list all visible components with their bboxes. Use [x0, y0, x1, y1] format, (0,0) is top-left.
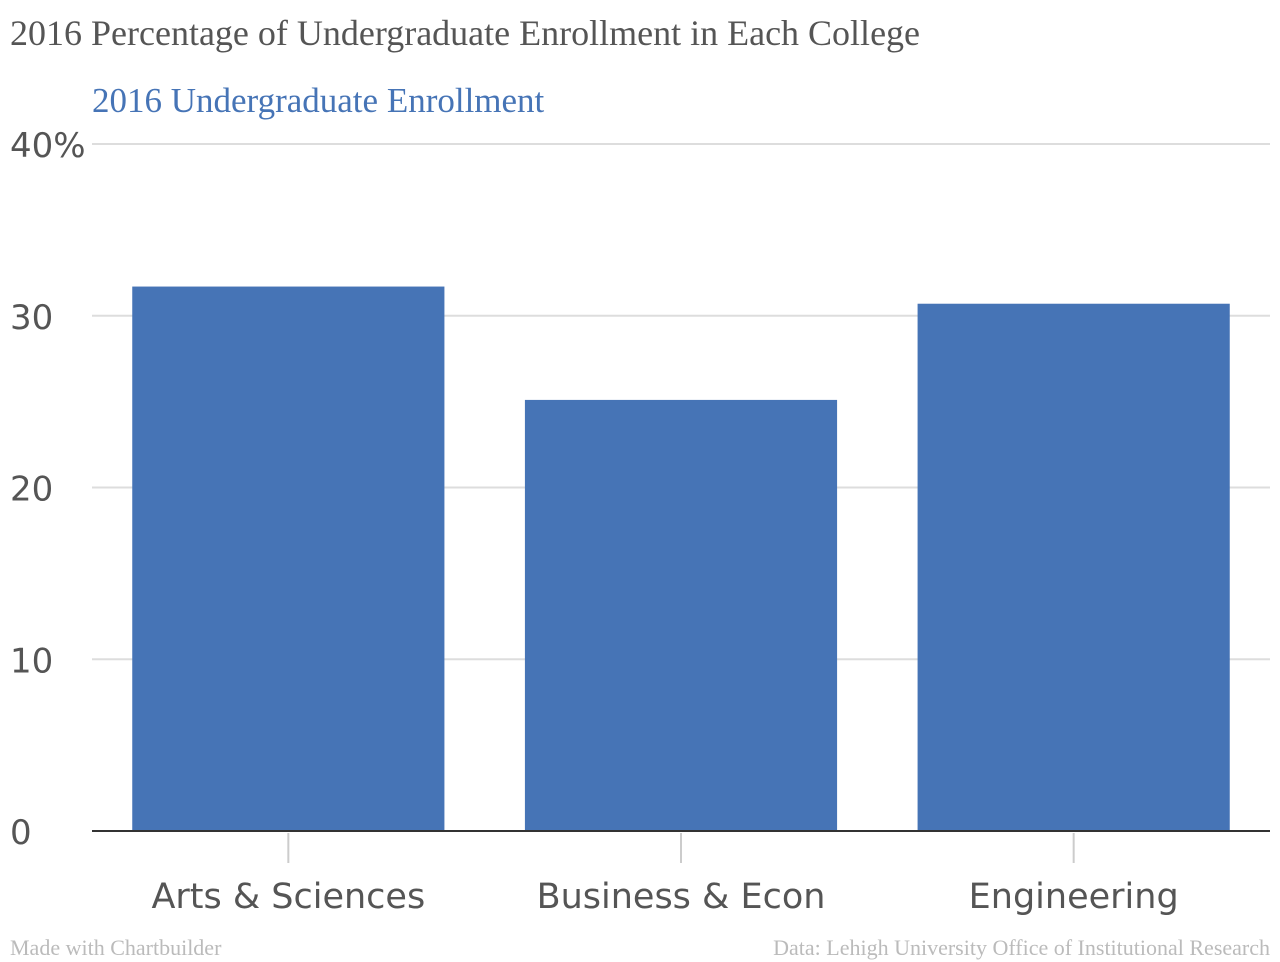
bars: [132, 286, 1230, 831]
y-tick-label: 10: [10, 641, 53, 681]
bar: [132, 286, 445, 831]
bar: [917, 303, 1230, 831]
x-tick-label: Engineering: [969, 877, 1179, 917]
y-axis-ticks: 0 10 20 30 40%: [10, 126, 86, 853]
footer-credit: Made with Chartbuilder: [10, 935, 222, 960]
x-tick-label: Arts & Sciences: [151, 877, 425, 917]
x-tick-label: Business & Econ: [537, 877, 826, 917]
bar: [524, 399, 838, 831]
y-tick-label: 30: [10, 298, 53, 338]
y-tick-label: 40%: [10, 126, 86, 166]
y-tick-label: 0: [10, 813, 32, 853]
footer-source: Data: Lehigh University Office of Instit…: [773, 935, 1270, 960]
y-tick-label: 20: [10, 470, 53, 510]
chart-title: 2016 Percentage of Undergraduate Enrollm…: [10, 13, 921, 53]
x-axis-ticks: Arts & Sciences Business & Econ Engineerin…: [151, 833, 1179, 917]
legend-entry: 2016 Undergraduate Enrollment: [92, 81, 545, 120]
